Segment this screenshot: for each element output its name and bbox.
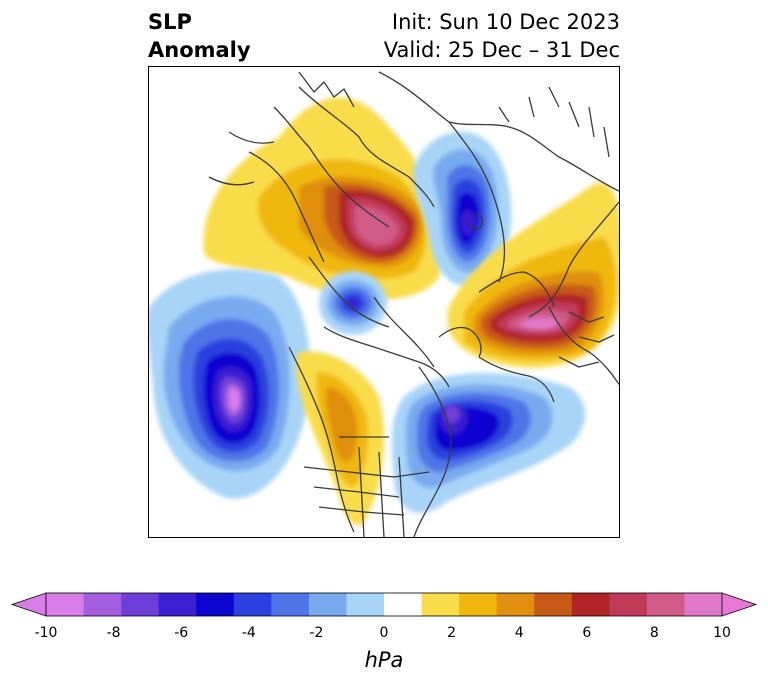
- valid-range: Valid: 25 Dec – 31 Dec: [383, 38, 620, 62]
- colorbar-segment: [684, 593, 723, 616]
- map-canvas: [149, 71, 619, 537]
- colorbar-segment: [459, 593, 498, 616]
- colorbar-segment: [646, 593, 685, 616]
- colorbar-segment: [421, 593, 460, 616]
- slp-anomaly-map: [148, 66, 620, 538]
- colorbar-segment: [384, 593, 423, 616]
- colorbar-segment: [121, 593, 160, 616]
- negative-anomaly-bering: [319, 271, 387, 335]
- colorbar-tick-label: 2: [447, 625, 457, 641]
- colorbar-segment: [308, 593, 347, 616]
- title-variable: SLP: [148, 10, 192, 34]
- colorbar-segment: [196, 593, 235, 616]
- init-date: Init: Sun 10 Dec 2023: [391, 10, 620, 34]
- map-title-left: SLP Anomaly: [148, 8, 251, 64]
- positive-anomaly-west-na: [296, 351, 384, 526]
- coastlines: [208, 71, 619, 537]
- colorbar-tick-label: 8: [649, 625, 659, 641]
- colorbar-extend-low: [10, 592, 47, 617]
- colorbar-tick-label: 6: [582, 625, 592, 641]
- colorbar-segment: [534, 593, 573, 616]
- negative-anomaly-siberia: [413, 131, 512, 287]
- map-title-right: Init: Sun 10 Dec 2023 Valid: 25 Dec – 31…: [384, 8, 620, 64]
- colorbar-extend-high: [721, 592, 758, 617]
- colorbar-segment: [496, 593, 535, 616]
- colorbar-tick-label: 4: [514, 625, 524, 641]
- title-type: Anomaly: [148, 38, 251, 62]
- colorbar-tick-label: -6: [174, 625, 189, 641]
- colorbar-segment: [346, 593, 385, 616]
- colorbar-unit-label: hPa: [364, 648, 404, 672]
- colorbar-segment: [158, 593, 197, 616]
- colorbar-tick-label: -10: [34, 625, 58, 641]
- colorbar-segment: [271, 593, 310, 616]
- colorbar-tick-label: -8: [106, 625, 121, 641]
- colorbar-segment: [233, 593, 272, 616]
- colorbar-tick-label: 0: [379, 625, 389, 641]
- colorbar-tick-label: -2: [309, 625, 324, 641]
- colorbar-tick-label: 10: [713, 625, 731, 641]
- negative-anomaly-hudson-bay: [391, 373, 586, 513]
- negative-anomaly-north-pacific: [149, 269, 311, 499]
- colorbar-frame: [45, 592, 723, 617]
- colorbar: [10, 592, 758, 617]
- colorbar-segment: [83, 593, 122, 616]
- colorbar-tick-label: -4: [241, 625, 256, 641]
- colorbar-segment: [571, 593, 610, 616]
- colorbar-segment: [609, 593, 648, 616]
- positive-anomaly-europe: [203, 97, 442, 300]
- colorbar-segment: [46, 593, 85, 616]
